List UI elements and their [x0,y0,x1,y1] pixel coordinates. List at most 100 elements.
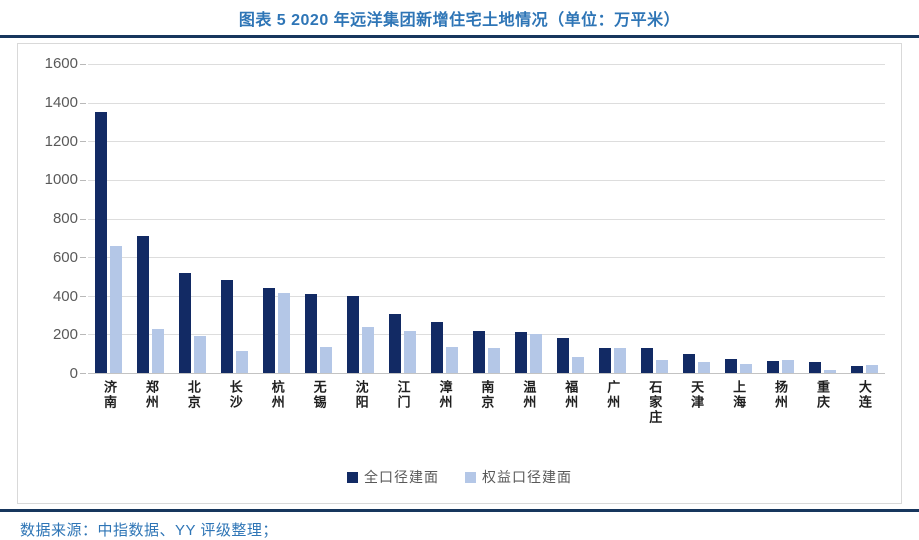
x-axis-cell: 扬州 [759,380,801,425]
gridline [88,295,885,297]
x-axis-category-label: 济南 [101,380,117,410]
bar-equity-caliber [530,334,542,373]
x-axis-category-label: 江门 [395,380,411,410]
chart-container: 0 200 400 600 800 1000 1200 1400 1600 济南 郑州 北京 长沙 杭州… [17,43,902,504]
y-axis-tick-label: 1600 [44,55,78,72]
bar-equity-caliber [571,356,584,373]
y-axis-tick [80,373,86,374]
bar-equity-caliber [613,347,626,373]
bar-full-caliber [347,295,360,373]
bar-group-福州 [549,64,591,373]
bar-group-漳州 [424,64,466,373]
bar-equity-caliber [781,360,794,373]
bar-full-caliber [473,331,486,373]
y-axis-tick-label: 1200 [44,132,78,150]
bar-equity-caliber [320,346,333,373]
bar-full-caliber [305,293,318,373]
x-axis-category-label: 上海 [731,380,747,410]
y-axis-tick-label: 600 [52,248,78,266]
y-axis-tick-label: 400 [52,287,78,305]
bar-full-caliber [221,280,234,373]
y-axis-tick [80,64,86,65]
x-axis-cell: 重庆 [801,380,843,425]
y-axis-tick [80,334,86,336]
bar-full-caliber [95,112,108,373]
bar-full-caliber [137,235,150,373]
bar-group-无锡 [298,64,340,373]
x-axis-cell: 天津 [675,380,717,425]
bar-full-caliber [850,366,863,373]
bars-layer [88,64,885,373]
x-axis-cell: 温州 [507,380,549,425]
legend: 全口径建面 权益口径建面 [18,467,901,487]
bar-full-caliber [179,272,192,373]
legend-item: 权益口径建面 [465,467,572,487]
x-axis-category-label: 南京 [479,380,495,410]
x-axis-cell: 福州 [549,380,591,425]
bar-full-caliber [808,362,821,373]
footer-divider-rule [0,509,919,512]
y-axis-tick-label: 0 [69,365,78,382]
header-divider-rule [0,35,919,38]
bar-group-天津 [675,64,717,373]
gridline [88,334,885,336]
y-axis-tick-label: 800 [52,210,78,227]
bar-equity-caliber [194,336,207,373]
legend-swatch [465,471,476,483]
plot-area [80,64,885,374]
legend-label: 权益口径建面 [482,469,572,485]
x-axis-category-label: 杭州 [269,380,285,410]
x-axis-category-label: 广州 [605,380,621,410]
bar-group-江门 [382,64,424,373]
y-axis-tick [80,141,86,143]
x-axis-category-label: 扬州 [773,380,789,410]
x-axis-cell: 南京 [465,380,507,425]
x-axis-category-label: 郑州 [143,380,159,410]
bar-equity-caliber [655,360,668,373]
bar-group-石家庄 [633,64,675,373]
x-axis-category-label: 沈阳 [353,380,369,410]
bar-group-济南 [88,64,130,373]
x-axis-category-label: 漳州 [437,380,453,410]
bar-full-caliber [515,332,527,373]
legend-item: 全口径建面 [347,467,439,487]
bar-equity-caliber [739,364,752,373]
bar-equity-caliber [823,370,836,373]
bar-equity-caliber [404,330,417,373]
bar-equity-caliber [110,245,123,373]
gridline [88,218,885,220]
bar-group-长沙 [214,64,256,373]
bar-group-广州 [591,64,633,373]
x-axis-cell: 上海 [717,380,759,425]
bar-full-caliber [389,314,402,373]
bar-full-caliber [263,288,276,373]
gridline [88,179,885,181]
bar-group-温州 [508,64,550,373]
y-axis-tick [80,218,86,220]
gridline [88,102,885,104]
bar-full-caliber [766,361,779,373]
bar-full-caliber [640,347,653,373]
x-axis-category-label: 长沙 [227,380,243,410]
bar-equity-caliber [362,326,375,373]
x-axis-category-label: 石家庄 [647,380,663,425]
bar-group-郑州 [130,64,172,373]
bar-full-caliber [556,338,569,373]
bar-group-南京 [466,64,508,373]
x-axis-cell: 杭州 [256,380,298,425]
bar-group-大连 [843,64,885,373]
bar-equity-caliber [697,362,710,373]
gridline [88,257,885,259]
bar-group-北京 [172,64,214,373]
bar-group-扬州 [759,64,801,373]
x-axis-category-label: 福州 [563,380,579,410]
x-axis-cell: 北京 [172,380,214,425]
gridline [88,64,885,65]
x-axis-cell: 江门 [382,380,424,425]
x-axis-cell: 郑州 [130,380,172,425]
x-axis-cell: 石家庄 [633,380,675,425]
bar-equity-caliber [488,347,501,373]
x-axis-cell: 大连 [843,380,885,425]
bar-group-杭州 [256,64,298,373]
x-axis-category-label: 大连 [856,380,872,410]
